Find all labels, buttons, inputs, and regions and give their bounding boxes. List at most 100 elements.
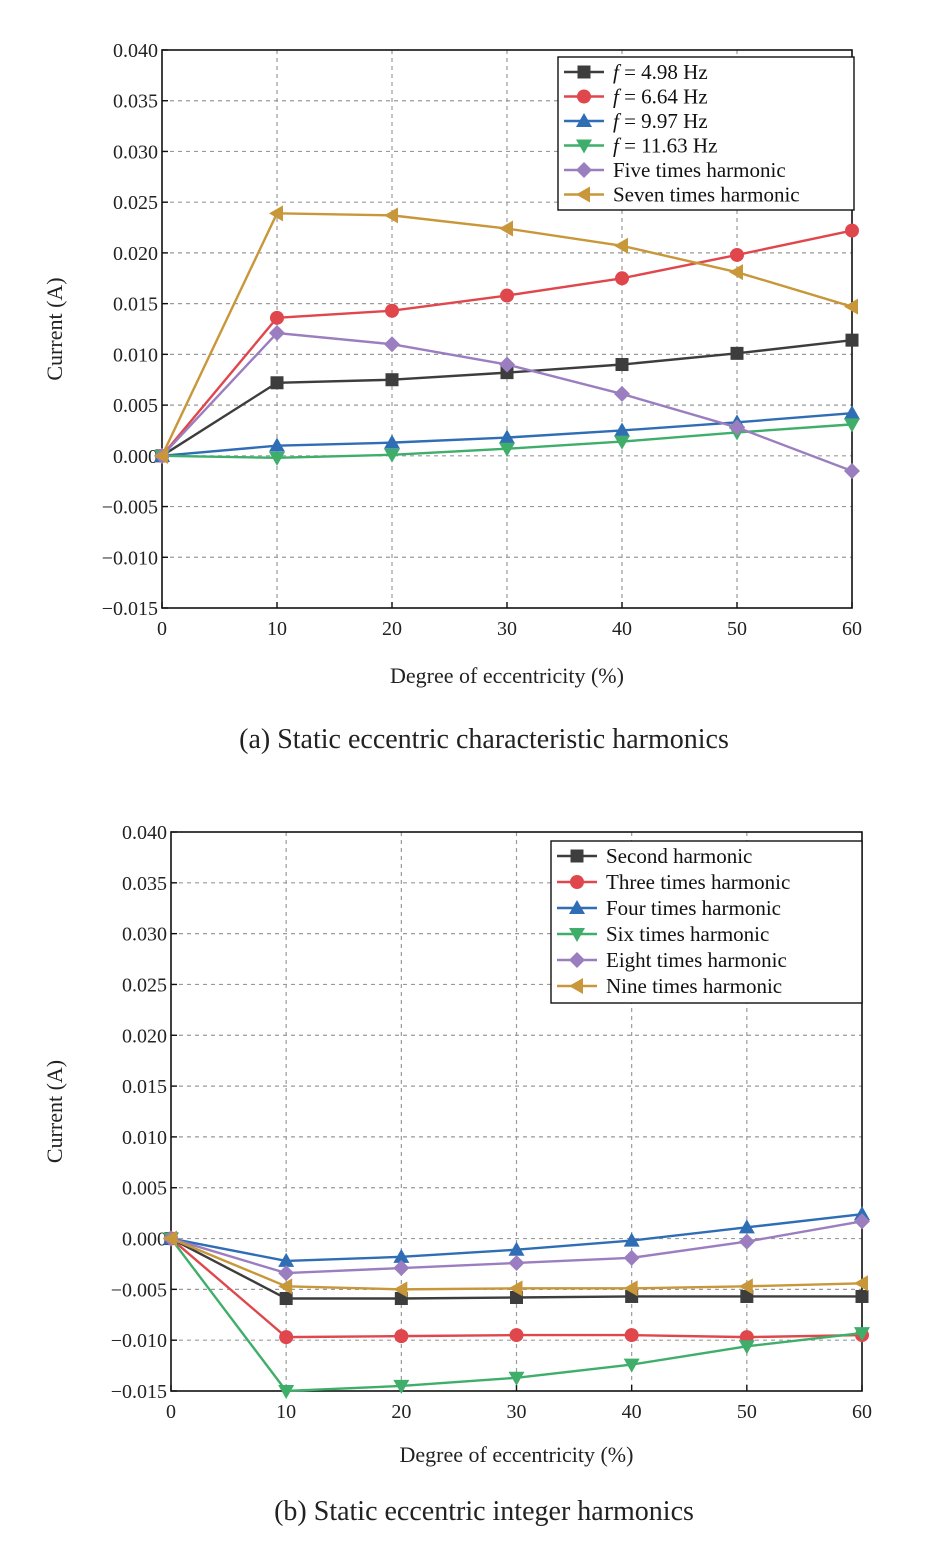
y-tick-label: −0.010 (102, 547, 158, 569)
y-tick-label: −0.005 (102, 497, 158, 519)
data-point (624, 1328, 639, 1343)
legend-marker (576, 113, 592, 127)
y-tick-label: 0.030 (122, 924, 167, 946)
legend-label: Six times harmonic (606, 922, 769, 946)
data-point (278, 1278, 293, 1295)
y-tick-label: 0.020 (122, 1025, 167, 1047)
data-point (393, 1281, 408, 1298)
legend-marker (570, 875, 584, 889)
y-tick-label: 0.010 (122, 1127, 167, 1149)
legend-label: Three times harmonic (606, 870, 790, 894)
data-point (163, 1230, 177, 1247)
data-point (269, 325, 285, 342)
data-point (508, 1241, 525, 1256)
x-tick-label: 60 (852, 1401, 872, 1423)
legend-label: f = 4.98 Hz (613, 60, 708, 84)
y-tick-label: 0.010 (113, 344, 158, 366)
y-tick-label: −0.015 (102, 598, 158, 620)
legend-label-rest: = 4.98 Hz (619, 60, 708, 84)
x-tick-label: 20 (382, 618, 402, 640)
legend-label: Four times harmonic (606, 896, 781, 920)
data-point (623, 1358, 640, 1373)
series-1 (155, 223, 859, 463)
data-point (854, 1206, 870, 1221)
data-point (623, 1249, 640, 1266)
x-tick-label: 50 (727, 618, 747, 640)
x-tick-label: 10 (276, 1401, 296, 1423)
chart-panel-a: 0 10 20 30 40 50 60 −0.015 −0.010 −0.005 0.000 0.00… (42, 40, 862, 755)
data-point (738, 1219, 755, 1234)
legend-marker (569, 928, 585, 942)
y-tick-label: 0.015 (113, 294, 158, 316)
legend-marker (569, 978, 583, 994)
legend-marker (570, 849, 584, 863)
data-point (384, 207, 398, 224)
x-axis-label: Degree of eccentricity (%) (400, 1442, 634, 1467)
x-tick-label: 40 (612, 618, 632, 640)
y-tick-label: 0.035 (122, 873, 167, 895)
data-point (614, 385, 630, 402)
x-tick-label: 60 (842, 618, 862, 640)
data-point (393, 1248, 410, 1263)
data-point (279, 1330, 294, 1345)
data-point (854, 1275, 868, 1292)
data-point (269, 451, 285, 466)
y-tick-label: 0.020 (113, 243, 158, 265)
x-tick-label: 20 (391, 1401, 411, 1423)
data-point (623, 1280, 638, 1297)
data-point (508, 1371, 525, 1386)
y-axis-label: Current (A) (42, 277, 67, 380)
legend: f = 4.98 Hzf = 6.64 Hzf = 9.97 Hzf = 11.… (557, 56, 855, 211)
data-point (844, 298, 858, 315)
series-5 (163, 1230, 868, 1298)
legend-label: f = 9.97 Hz (613, 109, 708, 133)
y-tick-label: 0.040 (113, 40, 158, 62)
legend-label-italic: f (613, 109, 622, 133)
data-point (508, 1254, 525, 1271)
x-axis-label: Degree of eccentricity (%) (390, 663, 624, 688)
data-point (279, 1292, 293, 1306)
data-point (623, 1232, 640, 1247)
figure-caption: (a) Static eccentric characteristic harm… (239, 724, 729, 755)
y-tick-label: 0.005 (113, 395, 158, 417)
legend-label: Five times harmonic (613, 158, 786, 182)
y-tick-label: 0.030 (113, 141, 158, 163)
data-point (278, 1265, 295, 1282)
data-point (278, 1385, 295, 1399)
data-point (278, 1252, 295, 1267)
legend-box (550, 840, 863, 1004)
legend-marker (577, 89, 591, 104)
data-point (393, 1379, 410, 1394)
data-point (738, 1233, 755, 1250)
y-tick-label: 0.000 (122, 1229, 167, 1251)
data-point (614, 435, 630, 450)
y-tick-label: 0.005 (122, 1178, 167, 1200)
data-point (845, 223, 859, 238)
legend-label-italic: f (613, 60, 622, 84)
data-point (269, 205, 283, 222)
y-tick-label: 0.015 (122, 1076, 167, 1098)
data-point (270, 310, 284, 325)
data-point (615, 358, 629, 372)
data-point (614, 237, 628, 254)
data-point (730, 247, 744, 262)
x-tick-label: 30 (507, 1401, 527, 1423)
legend-label-italic: f (613, 85, 622, 109)
legend-marker (576, 186, 590, 203)
legend-label-rest: = 9.97 Hz (619, 109, 708, 133)
data-point (499, 220, 513, 237)
y-tick-label: −0.010 (111, 1330, 167, 1352)
legend-label-rest: = 11.63 Hz (619, 134, 718, 158)
data-point (393, 1260, 410, 1277)
data-point (738, 1340, 755, 1355)
legend-label: f = 6.64 Hz (613, 85, 708, 109)
data-point (844, 418, 860, 433)
data-point (499, 442, 515, 457)
data-point (500, 288, 514, 303)
y-tick-label: 0.025 (122, 974, 167, 996)
x-tick-label: 40 (622, 1401, 642, 1423)
data-point (740, 1289, 754, 1303)
series-5 (154, 205, 858, 464)
